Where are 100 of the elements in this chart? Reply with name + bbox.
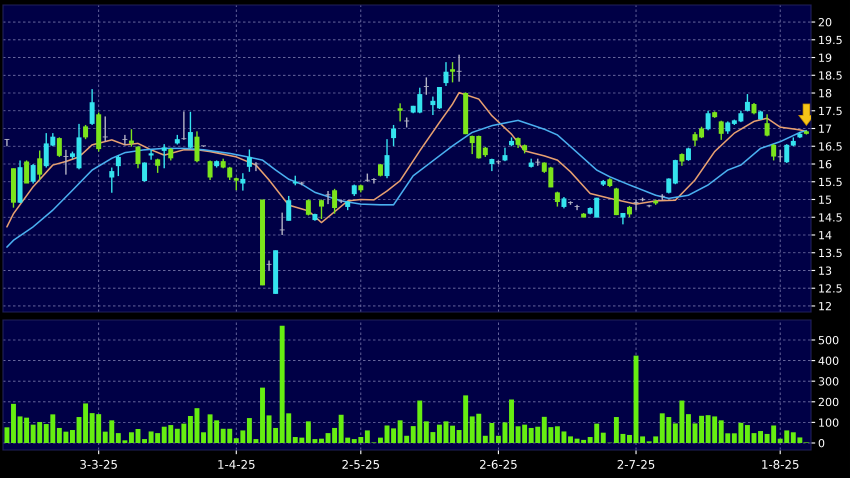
candlestick [168, 147, 174, 162]
y-tick-label: 18.5 [819, 71, 842, 80]
candlestick [561, 196, 566, 210]
candlestick [56, 136, 62, 158]
candlestick [489, 158, 494, 172]
candlestick [208, 160, 213, 181]
candlestick [634, 198, 639, 211]
candlestick [345, 200, 350, 211]
candlestick [384, 138, 390, 179]
candlestick [116, 154, 121, 177]
candlestick [83, 124, 88, 140]
candlestick [286, 195, 292, 222]
candlestick [50, 132, 56, 147]
candlestick [37, 150, 42, 181]
y-tick-label: 15.5 [819, 178, 842, 186]
bar [286, 413, 292, 443]
y-tick-label: 12.5 [819, 284, 842, 293]
candlestick [778, 149, 783, 163]
line-series [6, 120, 808, 248]
candlestick [758, 110, 764, 121]
candlestick [148, 149, 154, 160]
y-tick-label: 400 [818, 356, 838, 365]
candlestick [771, 143, 776, 162]
candlestick [417, 87, 422, 114]
y-tick-label: 19 [819, 54, 832, 62]
x-tick-label: 1-4-25 [218, 460, 255, 469]
candlestick [626, 205, 632, 218]
candlestick [332, 188, 338, 214]
x-tick-label: 2-6-25 [480, 460, 517, 469]
candlestick [299, 181, 304, 186]
y-tick-label: 16.5 [819, 142, 842, 151]
candlestick [109, 166, 114, 194]
y-tick-label: 14 [819, 231, 832, 240]
bar [44, 424, 49, 443]
y-tick-label: 20 [818, 18, 832, 26]
bar [109, 420, 114, 443]
candlestick [502, 146, 508, 162]
x-tick-label: 3-3-25 [80, 460, 117, 469]
candlestick [686, 146, 691, 162]
candlestick [371, 178, 376, 184]
candlestick [155, 158, 160, 174]
bar [292, 437, 298, 443]
candlestick [306, 198, 311, 216]
candlestick [136, 146, 140, 169]
y-tick-label: 100 [819, 418, 838, 427]
candlestick [128, 128, 134, 148]
y-tick-label: 13.5 [819, 248, 842, 258]
y-tick-label: 16 [819, 160, 832, 168]
candlestick [24, 160, 30, 184]
candlestick [706, 110, 711, 131]
candlestick [162, 143, 167, 169]
bar [600, 432, 606, 443]
bar [410, 426, 416, 443]
candlestick [240, 172, 246, 192]
candlestick [744, 93, 750, 112]
x-tick-label: 2-7-25 [618, 460, 654, 469]
y-tick-label: 17.5 [819, 106, 842, 116]
y-tick-label: 15 [819, 196, 832, 204]
x-tick-label: 2-5-25 [342, 460, 380, 469]
candlestick [398, 102, 403, 122]
bar [227, 428, 232, 443]
bar [594, 424, 600, 443]
candlestick [450, 61, 456, 84]
candlestick [424, 76, 429, 96]
bar [417, 400, 422, 443]
y-tick-label: 12 [819, 302, 831, 310]
candlestick [752, 102, 756, 116]
candlestick [554, 190, 560, 208]
bar [352, 439, 357, 443]
candlestick [444, 61, 448, 87]
candlestick [280, 212, 285, 236]
candlestick [122, 134, 128, 146]
y-tick-label: 17 [819, 124, 832, 133]
bar [476, 414, 482, 443]
candlestick [679, 152, 684, 166]
x-tick-label: 1-8-25 [762, 460, 798, 469]
candlestick [102, 116, 108, 142]
candlestick [4, 138, 10, 147]
bar [660, 413, 665, 443]
bar [718, 420, 724, 443]
y-tick-label: 200 [818, 398, 838, 406]
candlestick [764, 114, 770, 138]
candlestick [318, 198, 324, 220]
candlestick [391, 124, 396, 147]
candlestick [142, 162, 148, 182]
candlestick [246, 148, 252, 173]
candlestick [30, 163, 36, 184]
candlestick [476, 134, 482, 160]
bar [542, 416, 547, 443]
y-tick-label: 13 [819, 266, 832, 275]
y-tick-label: 500 [818, 336, 838, 344]
candlestick [234, 176, 239, 191]
bar [102, 432, 108, 443]
candlestick [266, 260, 272, 272]
candlestick [220, 158, 226, 169]
candlestick [535, 158, 540, 166]
candlestick [90, 88, 95, 126]
line-series [6, 92, 808, 228]
y-tick-label: 0 [818, 438, 824, 448]
bar [535, 426, 540, 443]
